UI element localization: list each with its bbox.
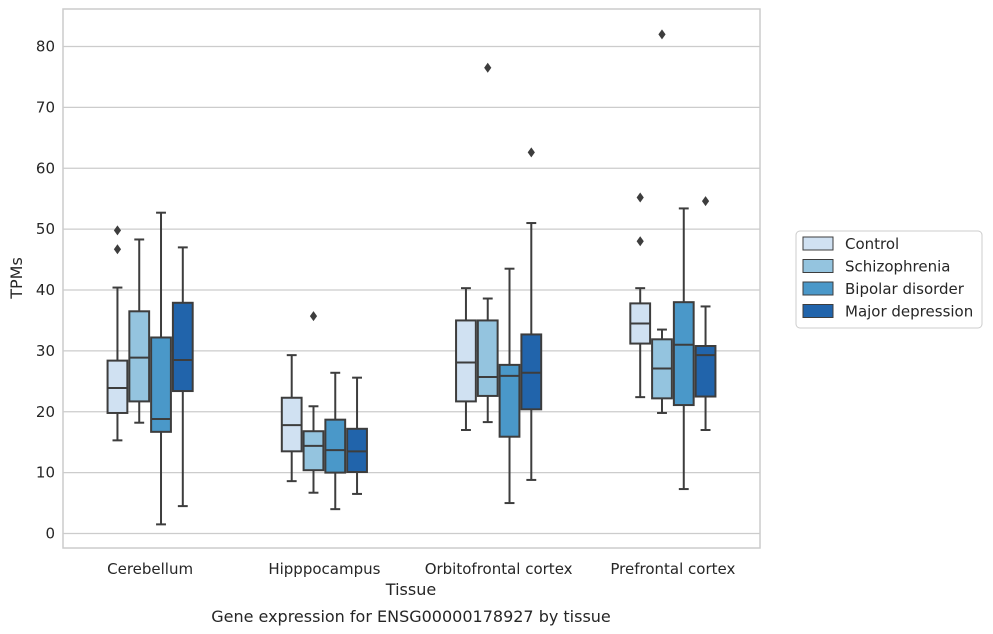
y-tick-label: 70 [36,98,55,116]
box-iqr [476,319,499,397]
legend-label: Major depression [845,303,973,321]
legend-swatch [802,281,834,296]
box-2-3 [520,147,543,481]
box-iqr [694,345,717,398]
box-2-1 [476,62,499,424]
plot-background [63,9,760,548]
outlier-point [658,29,666,40]
y-tick-label: 10 [36,464,55,482]
legend: Control Schizophrenia Bipolar disorder Majo… [795,230,983,329]
legend-swatch [802,236,834,251]
outlier-point [113,244,122,255]
box-2-0 [455,287,477,432]
outlier-point [113,225,122,236]
box-iqr [150,336,172,433]
box-iqr [672,301,695,407]
box-3-2 [672,207,695,491]
box-0-0 [106,225,129,442]
x-tick-label: Cerebellum [107,560,193,578]
y-tick-label: 40 [36,281,55,299]
outlier-point [527,147,535,158]
box-0-2 [150,211,172,526]
legend-label: Bipolar disorder [845,280,965,298]
box-0-1 [128,238,151,424]
box-3-1 [651,29,673,414]
boxes [106,29,717,526]
x-tick-label: Orbitofrontal cortex [425,560,573,578]
x-tick-label: Prefrontal cortex [610,560,735,578]
legend-label: Schizophrenia [845,258,950,276]
legend-frame [795,230,983,329]
outlier-point [636,236,644,247]
box-iqr [128,310,151,403]
chart-caption: Gene expression for ENSG00000178927 by t… [211,607,611,626]
legend-swatch [802,259,834,273]
box-iqr [171,301,194,393]
y-tick-label: 20 [36,403,55,421]
box-2-2 [498,267,521,505]
y-tick-label: 0 [45,525,55,543]
outlier-point [701,196,710,207]
legend-label: Control [845,235,899,253]
x-tick-label: Hipppocampus [268,560,380,578]
outlier-point [484,62,492,73]
box-iqr [106,359,129,414]
box-iqr [324,418,347,474]
x-axis-label: Tissue [385,580,436,599]
box-1-3 [346,376,368,495]
box-iqr [302,430,325,472]
legend-swatch [802,304,834,318]
box-0-3 [171,246,194,508]
outlier-point [309,311,318,322]
y-tick-label: 30 [36,342,55,360]
box-1-2 [324,371,347,511]
plot-frame [62,8,761,549]
outlier-point [636,192,644,203]
y-tick-label: 80 [36,38,55,56]
x-tick-labels: Cerebellum Hipppocampus Orbitofrontal cort… [107,560,735,578]
box-3-3 [694,196,717,432]
y-tick-labels: 0 10 20 30 40 50 60 70 80 [36,38,55,543]
box-iqr [455,319,477,403]
y-tick-label: 50 [36,220,55,238]
box-3-0 [629,192,652,399]
box-1-1 [302,311,325,494]
y-axis-label: TPMs [7,257,26,300]
box-iqr [498,363,521,438]
y-tick-label: 60 [36,159,55,177]
box-1-0 [280,354,303,483]
